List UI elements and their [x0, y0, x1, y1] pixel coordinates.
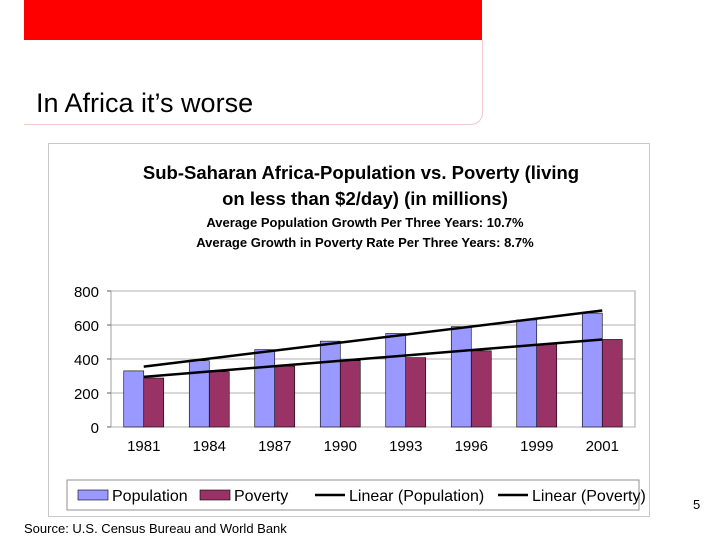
bar-poverty-1993	[405, 357, 427, 428]
chart-subtitle-line1: Average Population Growth Per Three Year…	[206, 215, 524, 230]
bar-poverty-1984	[208, 371, 230, 428]
population-poverty-chart: Sub-Saharan Africa-Population vs. Povert…	[66, 162, 646, 511]
legend-label: Population	[112, 488, 188, 505]
header-accent-bar	[24, 0, 482, 40]
y-tick-label: 600	[74, 318, 99, 335]
x-tick-label: 1981	[127, 438, 160, 455]
trendline-population	[143, 309, 603, 368]
chart-subtitle-line2: Average Growth in Poverty Rate Per Three…	[196, 235, 534, 250]
bar-poverty-1987	[274, 365, 296, 428]
y-tick-label: 400	[74, 352, 99, 369]
chart-title-line1: Sub-Saharan Africa-Population vs. Povert…	[143, 162, 579, 183]
bar-poverty-2001	[601, 339, 623, 428]
x-tick-label: 1999	[520, 438, 553, 455]
bar-poverty-1981	[143, 377, 165, 428]
legend-swatch-poverty	[199, 489, 231, 501]
y-tick-label: 200	[74, 386, 99, 403]
legend-swatch-population	[77, 489, 109, 501]
chart-frame: Sub-Saharan Africa-Population vs. Povert…	[48, 143, 650, 517]
page-number: 5	[693, 497, 701, 512]
x-tick-label: 1987	[258, 438, 291, 455]
bar-population-1987	[254, 349, 276, 428]
bar-population-1996	[450, 326, 472, 428]
bar-poverty-1996	[470, 350, 492, 428]
bar-poverty-1999	[536, 343, 558, 428]
legend-label: Poverty	[234, 488, 288, 505]
bar-population-1993	[385, 333, 407, 428]
slide-title: In Africa it’s worse	[36, 88, 254, 118]
bar-population-1981	[123, 370, 145, 428]
bar-poverty-1990	[339, 360, 361, 428]
x-tick-label: 1993	[389, 438, 422, 455]
legend-label: Linear (Population)	[349, 488, 484, 505]
y-tick-label: 0	[91, 420, 99, 437]
x-tick-label: 2001	[586, 438, 619, 455]
title-frame	[24, 40, 483, 125]
legend-box	[66, 479, 640, 511]
chart-title-line2: on less than $2/day) (in millions)	[222, 188, 508, 209]
x-tick-label: 1990	[324, 438, 357, 455]
bar-population-1999	[516, 319, 538, 428]
y-tick-label: 800	[74, 284, 99, 301]
trendline-poverty	[143, 338, 603, 379]
x-tick-label: 1996	[455, 438, 488, 455]
legend-label: Linear (Poverty)	[532, 488, 646, 505]
bar-population-2001	[581, 312, 603, 428]
source-note: Source: U.S. Census Bureau and World Ban…	[24, 521, 287, 536]
x-tick-label: 1984	[193, 438, 226, 455]
bar-population-1990	[319, 340, 341, 428]
